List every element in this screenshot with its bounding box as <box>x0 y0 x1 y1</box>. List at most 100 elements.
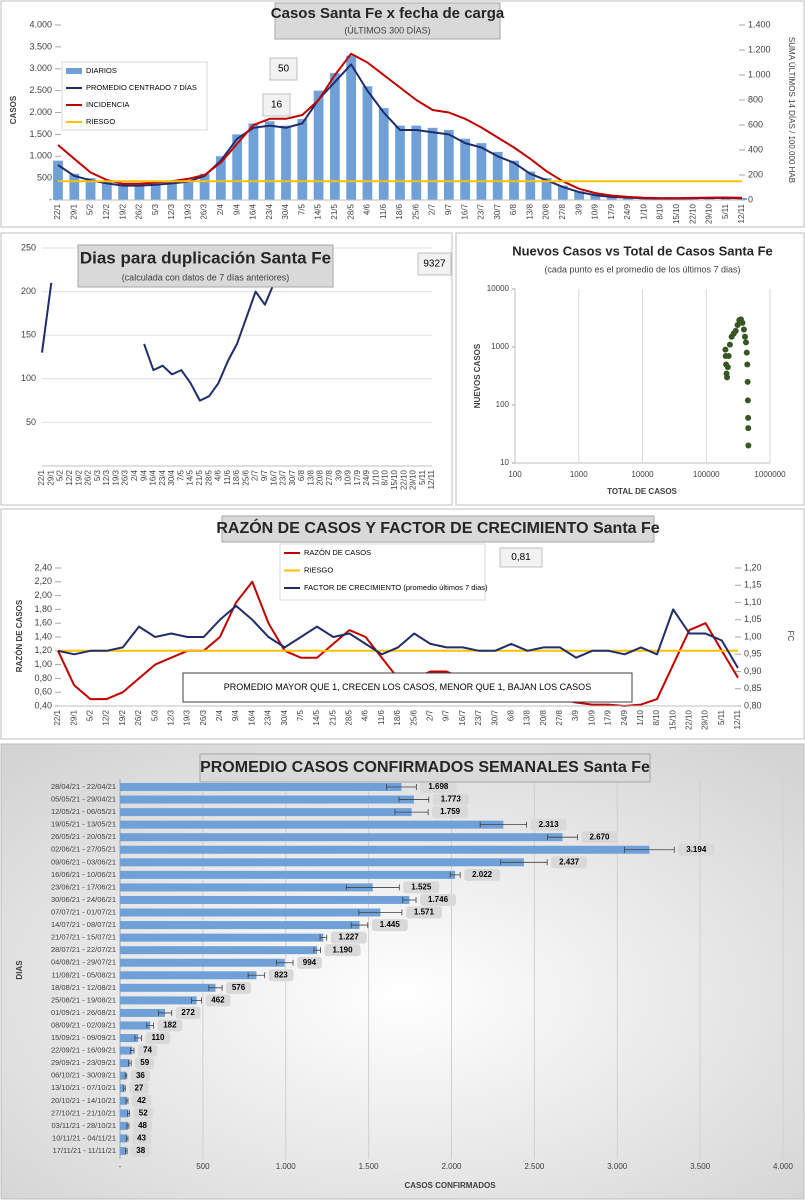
note-box <box>182 672 633 703</box>
value-label: 2.437 <box>559 857 580 866</box>
y-tick-label: 25/08/21 - 19/08/21 <box>51 995 116 1004</box>
x-axis-label: CASOS CONFIRMADOS <box>404 1181 496 1190</box>
y-tick-label: 13/10/21 - 07/10/21 <box>51 1083 116 1092</box>
y-tick-label: 1,00 <box>34 659 52 669</box>
value-label-box <box>297 956 322 969</box>
bar <box>248 123 259 200</box>
legend-label: INCIDENCIA <box>86 100 129 109</box>
value-label: 1.190 <box>333 945 354 954</box>
value-label-box <box>175 1006 201 1019</box>
y-tick-label: 0,60 <box>34 687 52 697</box>
x-tick-label: 29/1 <box>69 709 78 725</box>
error-bar <box>386 784 417 790</box>
y-tick-label: 09/06/21 - 03/06/21 <box>51 857 116 866</box>
x-tick-label: 12/2 <box>102 203 111 219</box>
value-label: 1.773 <box>441 795 462 804</box>
x-tick-label: 17/9 <box>353 469 362 485</box>
point <box>725 352 732 359</box>
x-tick-label: 16/7 <box>460 203 469 219</box>
x-tick-label: 3/9 <box>571 709 580 721</box>
x-tick-label: 4/6 <box>361 709 370 721</box>
x-tick-label: 30/4 <box>167 469 176 485</box>
y-tick-label: 14/07/21 - 08/07/21 <box>51 920 116 929</box>
bar <box>120 820 504 829</box>
error-bar <box>134 1035 142 1042</box>
bar <box>541 178 552 200</box>
y-tick-label: 03/11/21 - 28/10/21 <box>52 1121 117 1130</box>
x-tick-label: 19/2 <box>118 709 127 725</box>
bar <box>120 858 524 867</box>
y2-tick-label: 0,90 <box>744 666 762 676</box>
y-tick-label: 2,20 <box>34 576 52 586</box>
y-tick-label: 02/06/21 - 27/05/21 <box>51 845 116 854</box>
y2-tick-label: 600 <box>748 119 763 129</box>
x-tick-label: 13/8 <box>306 469 315 485</box>
x-tick-label: 12/11 <box>733 709 742 729</box>
x-tick-label: 25/6 <box>411 203 420 219</box>
bar <box>183 180 194 200</box>
point <box>742 339 749 346</box>
value-label: 1.445 <box>380 920 401 929</box>
x-tick-label: 11/6 <box>223 469 232 485</box>
x-tick-label: 29/1 <box>69 203 78 219</box>
x-tick-label: 22/10 <box>399 469 408 490</box>
y-axis-label: RAZÓN DE CASOS <box>15 599 24 672</box>
bar <box>167 182 177 200</box>
y-tick-label: 3.500 <box>29 41 52 51</box>
x-tick-label: 22/1 <box>53 203 62 219</box>
value-label-box <box>205 994 231 1007</box>
value-label-box <box>420 893 457 906</box>
bar <box>134 185 145 200</box>
x-tick-label: 1.500 <box>359 1162 380 1171</box>
error-bar <box>449 871 461 878</box>
x-tick-label: 9/4 <box>231 709 240 721</box>
legend-label: RIESGO <box>304 565 333 574</box>
y2-tick-label: 1,05 <box>744 614 762 624</box>
annotation: 16 <box>271 100 283 111</box>
legend-box <box>279 543 486 601</box>
y-tick-label: 2,40 <box>34 562 52 572</box>
bar <box>492 151 503 200</box>
error-bar <box>394 809 429 816</box>
annotation: 0,81 <box>511 552 531 563</box>
value-label-box <box>581 831 618 844</box>
title-box <box>77 244 334 288</box>
x-tick-label: 21/5 <box>195 469 204 485</box>
y2-tick-label: 0,85 <box>744 683 762 693</box>
x-tick-label: 14/5 <box>314 203 323 219</box>
x-tick-label: 13/8 <box>523 709 532 725</box>
x-tick-label: 18/6 <box>395 203 404 219</box>
x-tick-label: 1000000 <box>754 470 786 479</box>
bar <box>120 1008 166 1017</box>
x-tick-label: 22/10 <box>688 203 697 224</box>
y-tick-label: 30/06/21 - 24/06/21 <box>51 895 116 904</box>
y2-tick-label: 800 <box>748 94 763 104</box>
legend-box <box>61 61 208 131</box>
x-tick-label: 30/4 <box>280 709 289 725</box>
error-bar <box>158 1009 173 1016</box>
legend-label: PROMEDIO CENTRADO 7 DÍAS <box>86 83 197 92</box>
x-tick-label: 4/6 <box>363 203 372 215</box>
x-tick-label: 23/4 <box>265 203 274 219</box>
point <box>739 319 746 326</box>
legend-label: RAZÓN DE CASOS <box>304 548 371 557</box>
x-tick-label: 6/8 <box>297 469 306 481</box>
bar <box>120 1059 130 1068</box>
x-tick-label: 4/6 <box>214 469 223 481</box>
x-tick-label: 2.500 <box>524 1162 545 1171</box>
x-tick-label: - <box>119 1162 122 1171</box>
x-tick-label: 16/4 <box>247 709 256 725</box>
title-box <box>221 515 655 543</box>
x-tick-label: 5/11 <box>721 203 730 219</box>
error-bar <box>126 1122 130 1129</box>
y2-tick-label: 1,10 <box>744 597 762 607</box>
bar <box>215 156 226 200</box>
y-tick-label: 21/07/21 - 15/07/21 <box>51 933 116 942</box>
x-tick-label: 22/1 <box>53 709 62 725</box>
bar <box>525 171 536 200</box>
error-bar <box>125 1148 128 1154</box>
value-label: 1.759 <box>440 807 461 816</box>
value-label: 38 <box>136 1146 145 1155</box>
error-bar <box>313 947 321 954</box>
x-tick-label: 26/2 <box>84 469 93 485</box>
